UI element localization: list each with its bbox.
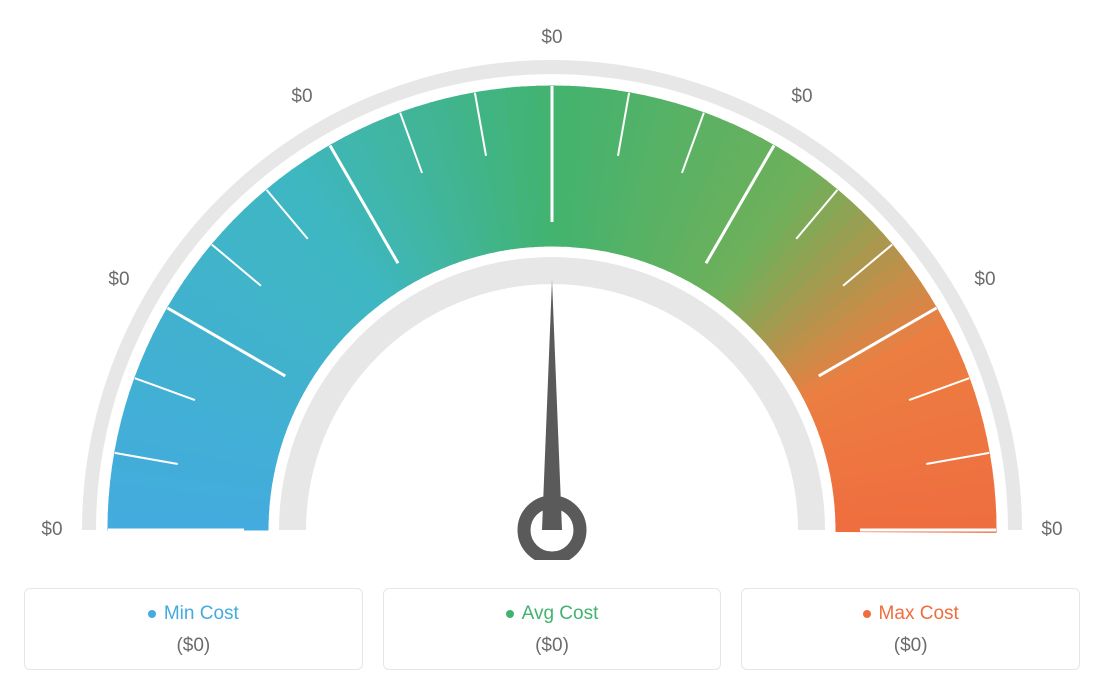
cost-gauge-widget: $0 $0 $0 $0 $0 $0 $0 Min Cost ($0) Avg Cost ($… <box>0 0 1104 690</box>
legend-title-min: Min Cost <box>148 603 239 625</box>
legend-card-avg: Avg Cost ($0) <box>383 588 722 670</box>
gauge-chart: $0 $0 $0 $0 $0 $0 $0 <box>0 0 1104 560</box>
legend-dot-avg <box>506 610 514 618</box>
legend-title-max: Max Cost <box>863 603 959 625</box>
gauge-tick-label: $0 <box>541 27 562 49</box>
legend-row: Min Cost ($0) Avg Cost ($0) Max Cost ($0… <box>24 588 1080 670</box>
legend-label-min: Min Cost <box>164 603 239 625</box>
legend-dot-min <box>148 610 156 618</box>
legend-card-max: Max Cost ($0) <box>741 588 1080 670</box>
gauge-tick-label: $0 <box>108 269 129 291</box>
legend-title-avg: Avg Cost <box>506 603 599 625</box>
gauge-tick-label: $0 <box>1041 519 1062 541</box>
legend-dot-max <box>863 610 871 618</box>
legend-label-avg: Avg Cost <box>522 603 599 625</box>
gauge-tick-label: $0 <box>974 269 995 291</box>
legend-value-min: ($0) <box>35 635 352 657</box>
legend-value-max: ($0) <box>752 635 1069 657</box>
legend-card-min: Min Cost ($0) <box>24 588 363 670</box>
gauge-tick-label: $0 <box>791 86 812 108</box>
gauge-tick-label: $0 <box>291 86 312 108</box>
legend-value-avg: ($0) <box>394 635 711 657</box>
legend-label-max: Max Cost <box>879 603 959 625</box>
gauge-tick-label: $0 <box>41 519 62 541</box>
